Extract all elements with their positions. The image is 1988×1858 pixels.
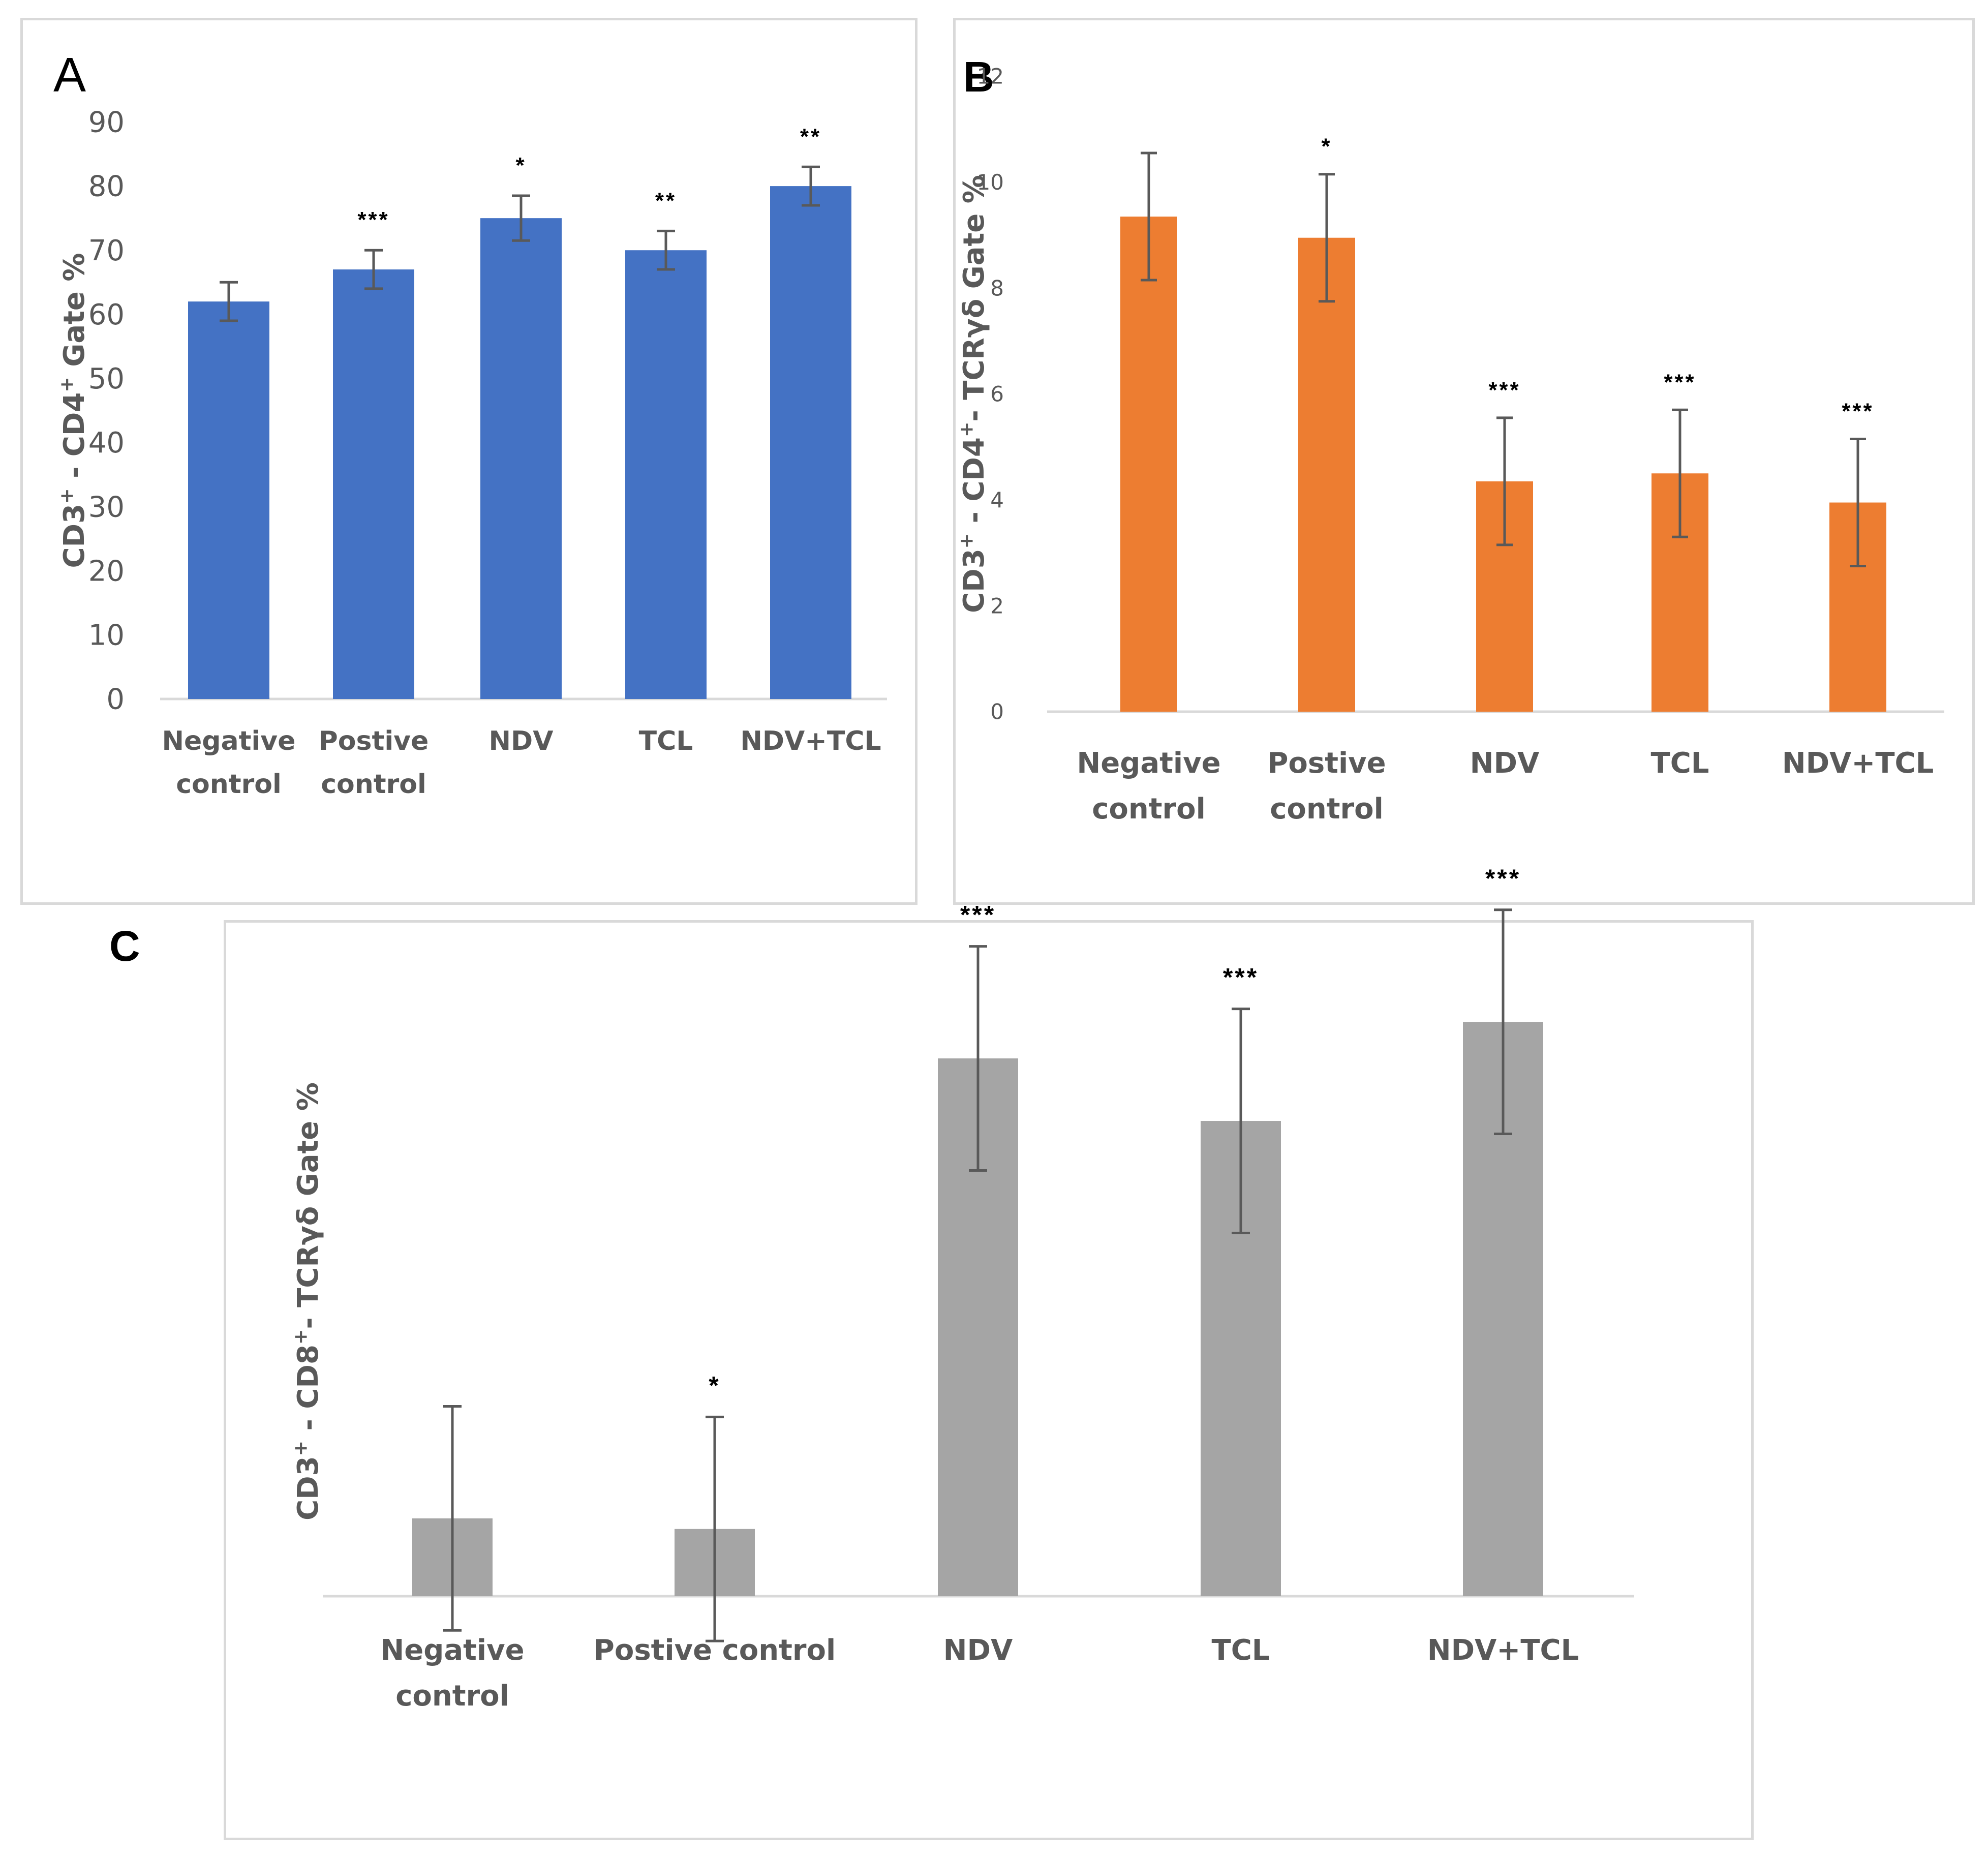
chart-a-y-tick-0: 0 bbox=[106, 683, 125, 716]
chart-a-y-tick-6: 60 bbox=[88, 298, 125, 331]
chart-a-error-bar-0 bbox=[220, 281, 238, 322]
chart-b-category-label-3-0: TCL bbox=[1651, 747, 1709, 780]
chart-b-y-tick-4: 8 bbox=[990, 276, 1004, 300]
chart-a-y-tick-2: 20 bbox=[88, 555, 125, 588]
chart-b-y-tick-0: 0 bbox=[990, 699, 1004, 724]
chart-panel-c: C CD3+ - CD8+- TCRγδ Gate % Negative contro… bbox=[109, 864, 1754, 1840]
chart-c-error-bar-2 bbox=[969, 945, 987, 1172]
chart-c-y-axis-title: CD3+ - CD8+- TCRγδ Gate % bbox=[290, 1082, 325, 1520]
chart-a-significance-1: *** bbox=[357, 207, 389, 232]
chart-b-panel-letter: B bbox=[963, 53, 994, 101]
chart-c-category-label-0-1: control bbox=[395, 1680, 509, 1713]
chart-a-bar-0 bbox=[188, 301, 269, 699]
chart-a-y-tick-5: 50 bbox=[88, 362, 125, 395]
chart-a-significance-2: * bbox=[515, 153, 526, 178]
chart-c-category-label-1-0: Postive control bbox=[594, 1634, 836, 1667]
chart-b-y-tick-2: 4 bbox=[990, 488, 1004, 512]
chart-a-panel-letter: A bbox=[53, 48, 86, 102]
chart-a-error-bar-2 bbox=[512, 194, 530, 242]
chart-b-category-label-0-0: Negative bbox=[1077, 747, 1220, 780]
chart-panel-b: B 0 2 4 6 8 10 12 CD3+ - CD4+- TCRγδ Gate % Negat… bbox=[953, 18, 1975, 905]
chart-b-category-label-0-1: control bbox=[1092, 793, 1206, 826]
chart-a-category-label-4-0: NDV+TCL bbox=[740, 726, 881, 756]
chart-c-error-bar-1 bbox=[706, 1415, 724, 1642]
chart-a-category-label-0-0: Negative bbox=[162, 726, 296, 756]
chart-b-y-axis-title: CD3+ - CD4+- TCRγδ Gate % bbox=[956, 175, 991, 613]
chart-a-significance-4: ** bbox=[800, 124, 821, 149]
chart-c-error-bar-3 bbox=[1232, 1008, 1250, 1234]
chart-c-significance-4: *** bbox=[1485, 864, 1521, 893]
chart-b-significance-2: *** bbox=[1488, 378, 1520, 403]
chart-b-category-label-1-1: control bbox=[1270, 793, 1384, 826]
chart-c-category-label-0-0: Negative bbox=[380, 1634, 524, 1667]
chart-c-category-label-3-0: TCL bbox=[1212, 1634, 1270, 1667]
chart-a-category-label-1-0: Postive bbox=[319, 726, 429, 756]
chart-a-category-label-3-0: TCL bbox=[639, 726, 693, 756]
chart-a-error-bar-1 bbox=[364, 249, 383, 290]
chart-b-y-tick-6: 12 bbox=[977, 64, 1004, 89]
chart-b-error-bar-1 bbox=[1319, 173, 1335, 303]
chart-a-y-tick-1: 10 bbox=[88, 619, 125, 652]
chart-b-error-bar-3 bbox=[1672, 408, 1688, 538]
chart-c-significance-1: * bbox=[709, 1371, 720, 1399]
chart-a-error-bar-4 bbox=[802, 165, 820, 207]
chart-a-bar-1 bbox=[333, 269, 414, 699]
chart-b-bar-0 bbox=[1120, 217, 1177, 712]
chart-a-category-label-1-1: control bbox=[321, 769, 426, 800]
chart-a-svg: A 0 10 20 30 40 50 60 70 80 90 CD3+ - CD4+ Gate % Ne… bbox=[53, 48, 887, 800]
chart-b-category-label-2-0: NDV bbox=[1470, 747, 1540, 780]
chart-c-category-label-2-0: NDV bbox=[943, 1634, 1013, 1667]
chart-a-y-tick-8: 80 bbox=[88, 170, 125, 203]
chart-c-panel-letter: C bbox=[109, 922, 140, 970]
chart-a-y-tick-9: 90 bbox=[88, 106, 125, 139]
chart-a-category-label-0-1: control bbox=[176, 769, 282, 800]
chart-c-error-bar-4 bbox=[1494, 908, 1512, 1136]
chart-c-significance-3: *** bbox=[1223, 963, 1259, 992]
chart-a-y-tick-4: 40 bbox=[88, 427, 125, 460]
chart-a-bar-4 bbox=[770, 186, 851, 699]
chart-a-bar-2 bbox=[480, 218, 562, 699]
chart-a-y-tick-3: 30 bbox=[88, 491, 125, 524]
chart-b-significance-3: *** bbox=[1664, 370, 1696, 394]
chart-b-bar-1 bbox=[1298, 237, 1355, 712]
chart-a-significance-3: ** bbox=[655, 188, 677, 213]
chart-a-y-axis-title: CD3+ - CD4+ Gate % bbox=[56, 253, 91, 568]
chart-b-error-bar-2 bbox=[1496, 416, 1513, 546]
chart-b-significance-4: *** bbox=[1842, 399, 1874, 424]
chart-b-category-label-4-0: NDV+TCL bbox=[1782, 747, 1934, 780]
chart-a-y-tick-7: 70 bbox=[88, 234, 125, 267]
chart-a-error-bar-3 bbox=[657, 229, 675, 271]
chart-b-significance-1: * bbox=[1321, 134, 1332, 159]
chart-b-error-bar-0 bbox=[1141, 151, 1157, 282]
chart-panel-a: A 0 10 20 30 40 50 60 70 80 90 CD3+ - CD4+ Gate % Ne… bbox=[20, 18, 917, 905]
chart-c-significance-2: *** bbox=[960, 901, 996, 929]
chart-b-category-label-1-0: Postive bbox=[1267, 747, 1386, 780]
chart-b-y-tick-1: 2 bbox=[990, 593, 1004, 618]
chart-c-category-label-4-0: NDV+TCL bbox=[1427, 1634, 1579, 1667]
chart-a-bar-3 bbox=[625, 250, 707, 699]
chart-b-y-tick-5: 10 bbox=[977, 170, 1004, 195]
chart-c-svg: C CD3+ - CD8+- TCRγδ Gate % Negative contro… bbox=[109, 864, 1634, 1713]
chart-b-y-tick-3: 6 bbox=[990, 382, 1004, 407]
chart-a-category-label-2-0: NDV bbox=[489, 726, 554, 756]
chart-b-error-bar-4 bbox=[1850, 438, 1866, 568]
chart-b-svg: B 0 2 4 6 8 10 12 CD3+ - CD4+- TCRγδ Gate % Negat… bbox=[956, 53, 1944, 826]
chart-c-error-bar-0 bbox=[443, 1405, 462, 1632]
